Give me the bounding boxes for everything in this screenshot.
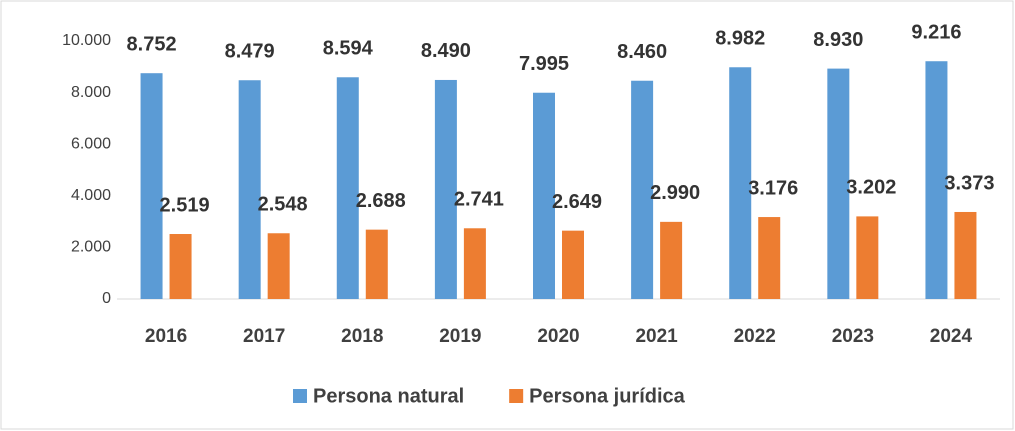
value-label: 8.460 [617,41,667,63]
value-label: 8.479 [225,41,275,63]
bar [238,80,261,300]
y-tick-label: 10.000 [62,32,111,49]
bar [140,73,163,300]
bar [827,68,850,299]
y-tick-label: 4.000 [71,187,111,204]
legend-label: Persona natural [313,385,464,407]
value-label: 8.490 [421,40,471,62]
y-tick-label: 0 [102,290,111,307]
bar [336,77,359,299]
bar [267,233,290,299]
bar [758,217,781,299]
value-label: 2.519 [160,194,210,216]
x-tick-label: 2021 [635,326,678,347]
value-label: 8.930 [813,29,863,51]
y-tick-label: 6.000 [71,135,111,152]
x-tick-label: 2020 [537,326,579,347]
bar [729,67,752,299]
x-tick-label: 2018 [341,326,383,347]
value-label: 2.548 [258,194,308,216]
legend-swatch [293,389,307,403]
bar [954,211,977,299]
x-tick-label: 2024 [930,326,973,347]
x-tick-label: 2023 [832,326,874,347]
legend-label: Persona jurídica [529,385,685,407]
bar [562,230,584,299]
bar [660,221,683,299]
x-tick-label: 2017 [243,326,285,347]
value-label: 8.752 [127,33,177,55]
bar [463,228,486,299]
y-tick-label: 2.000 [71,239,111,256]
value-label: 3.373 [944,172,994,194]
legend-swatch [509,389,524,403]
value-label: 8.594 [323,38,374,60]
value-label: 2.990 [650,182,700,204]
x-tick-label: 2016 [145,326,187,347]
bar [169,234,192,299]
bar [365,229,388,299]
bar [631,80,654,300]
value-label: 3.202 [846,177,896,199]
bar [925,61,948,299]
value-label: 7.995 [519,53,569,75]
x-tick-label: 2019 [439,326,481,347]
value-label: 2.741 [454,189,504,211]
bar [856,216,879,299]
bar [434,79,457,299]
value-label: 2.688 [356,190,406,212]
y-tick-label: 8.000 [71,84,111,101]
value-label: 8.982 [715,28,765,50]
bar [533,92,555,299]
value-label: 2.649 [552,191,602,213]
x-tick-label: 2022 [734,326,776,347]
value-label: 3.176 [748,177,798,199]
value-label: 9.216 [911,22,961,44]
